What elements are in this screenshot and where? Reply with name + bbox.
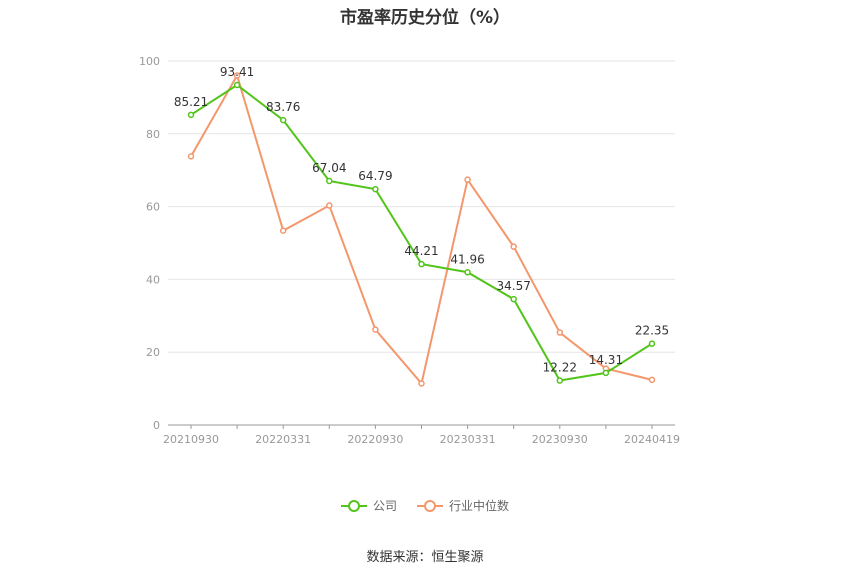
- x-tick-label: 20240419: [624, 433, 680, 446]
- point-industry-median: [187, 153, 195, 160]
- data-label-company: 67.04: [312, 161, 346, 175]
- point-company: [187, 111, 195, 119]
- point-company: [556, 377, 564, 384]
- series: [187, 72, 656, 387]
- axes: 0 20 40 60 80 100 20210930 20220331 20220930 2023…: [139, 55, 680, 446]
- chart-title: 市盈率历史分位（%）: [339, 8, 511, 28]
- y-tick-label: 60: [146, 201, 160, 214]
- point-company: [648, 340, 656, 347]
- legend-item-industry-median[interactable]: 行业中位数: [417, 497, 509, 514]
- point-industry-median: [648, 376, 656, 384]
- x-tick-label: 20210930: [163, 433, 219, 446]
- data-label-company: 93.41: [220, 65, 254, 79]
- point-company: [372, 185, 379, 193]
- point-company: [418, 260, 425, 268]
- point-industry-median: [372, 326, 379, 333]
- data-label-company: 64.79: [358, 169, 392, 183]
- x-tick-label: 20220331: [255, 433, 311, 446]
- data-label-company: 41.96: [450, 252, 484, 266]
- legend-label-company: 公司: [372, 499, 397, 513]
- data-label-company: 83.76: [266, 100, 300, 114]
- point-company: [464, 269, 471, 276]
- data-label-company: 12.22: [543, 361, 577, 375]
- data-label-company: 85.21: [174, 95, 208, 109]
- point-industry-median: [418, 380, 425, 387]
- x-tick-label: 20230930: [532, 433, 588, 446]
- point-industry-median: [464, 176, 471, 183]
- legend: 公司 行业中位数: [0, 497, 850, 514]
- data-source-note: 数据来源：恒生聚源: [366, 550, 484, 565]
- y-tick-label: 100: [139, 55, 160, 68]
- legend-swatch-industry-median: [417, 499, 443, 513]
- point-company: [602, 369, 610, 377]
- data-label-company: 44.21: [404, 244, 438, 258]
- point-company: [510, 295, 517, 303]
- series-line-company: [190, 83, 653, 382]
- x-tick-label: 20230331: [440, 433, 496, 446]
- point-company: [233, 81, 241, 89]
- point-industry-median: [556, 329, 564, 336]
- legend-label-industry-median: 行业中位数: [449, 499, 510, 513]
- x-tick-label: 20220930: [347, 433, 403, 446]
- legend-item-company[interactable]: 公司: [340, 497, 397, 514]
- series-line-industry-median: [190, 73, 653, 386]
- grid-lines: [168, 60, 675, 353]
- y-tick-label: 0: [153, 419, 160, 432]
- data-label-company: 14.31: [589, 353, 623, 367]
- y-tick-label: 40: [146, 273, 160, 286]
- data-label-company: 34.57: [497, 279, 531, 293]
- point-company: [279, 116, 287, 124]
- point-industry-median: [279, 227, 287, 234]
- data-label-company: 22.35: [635, 324, 669, 338]
- y-tick-label: 80: [146, 128, 160, 141]
- point-company: [326, 177, 333, 185]
- y-tick-label: 20: [146, 346, 160, 359]
- legend-swatch-company: [340, 499, 367, 513]
- point-industry-median: [233, 72, 241, 79]
- point-industry-median: [510, 243, 517, 250]
- data-labels: 85.21 93.41 83.76 67.04 64.79 44.21 41.96 34.57…: [174, 65, 669, 375]
- point-industry-median: [326, 202, 333, 209]
